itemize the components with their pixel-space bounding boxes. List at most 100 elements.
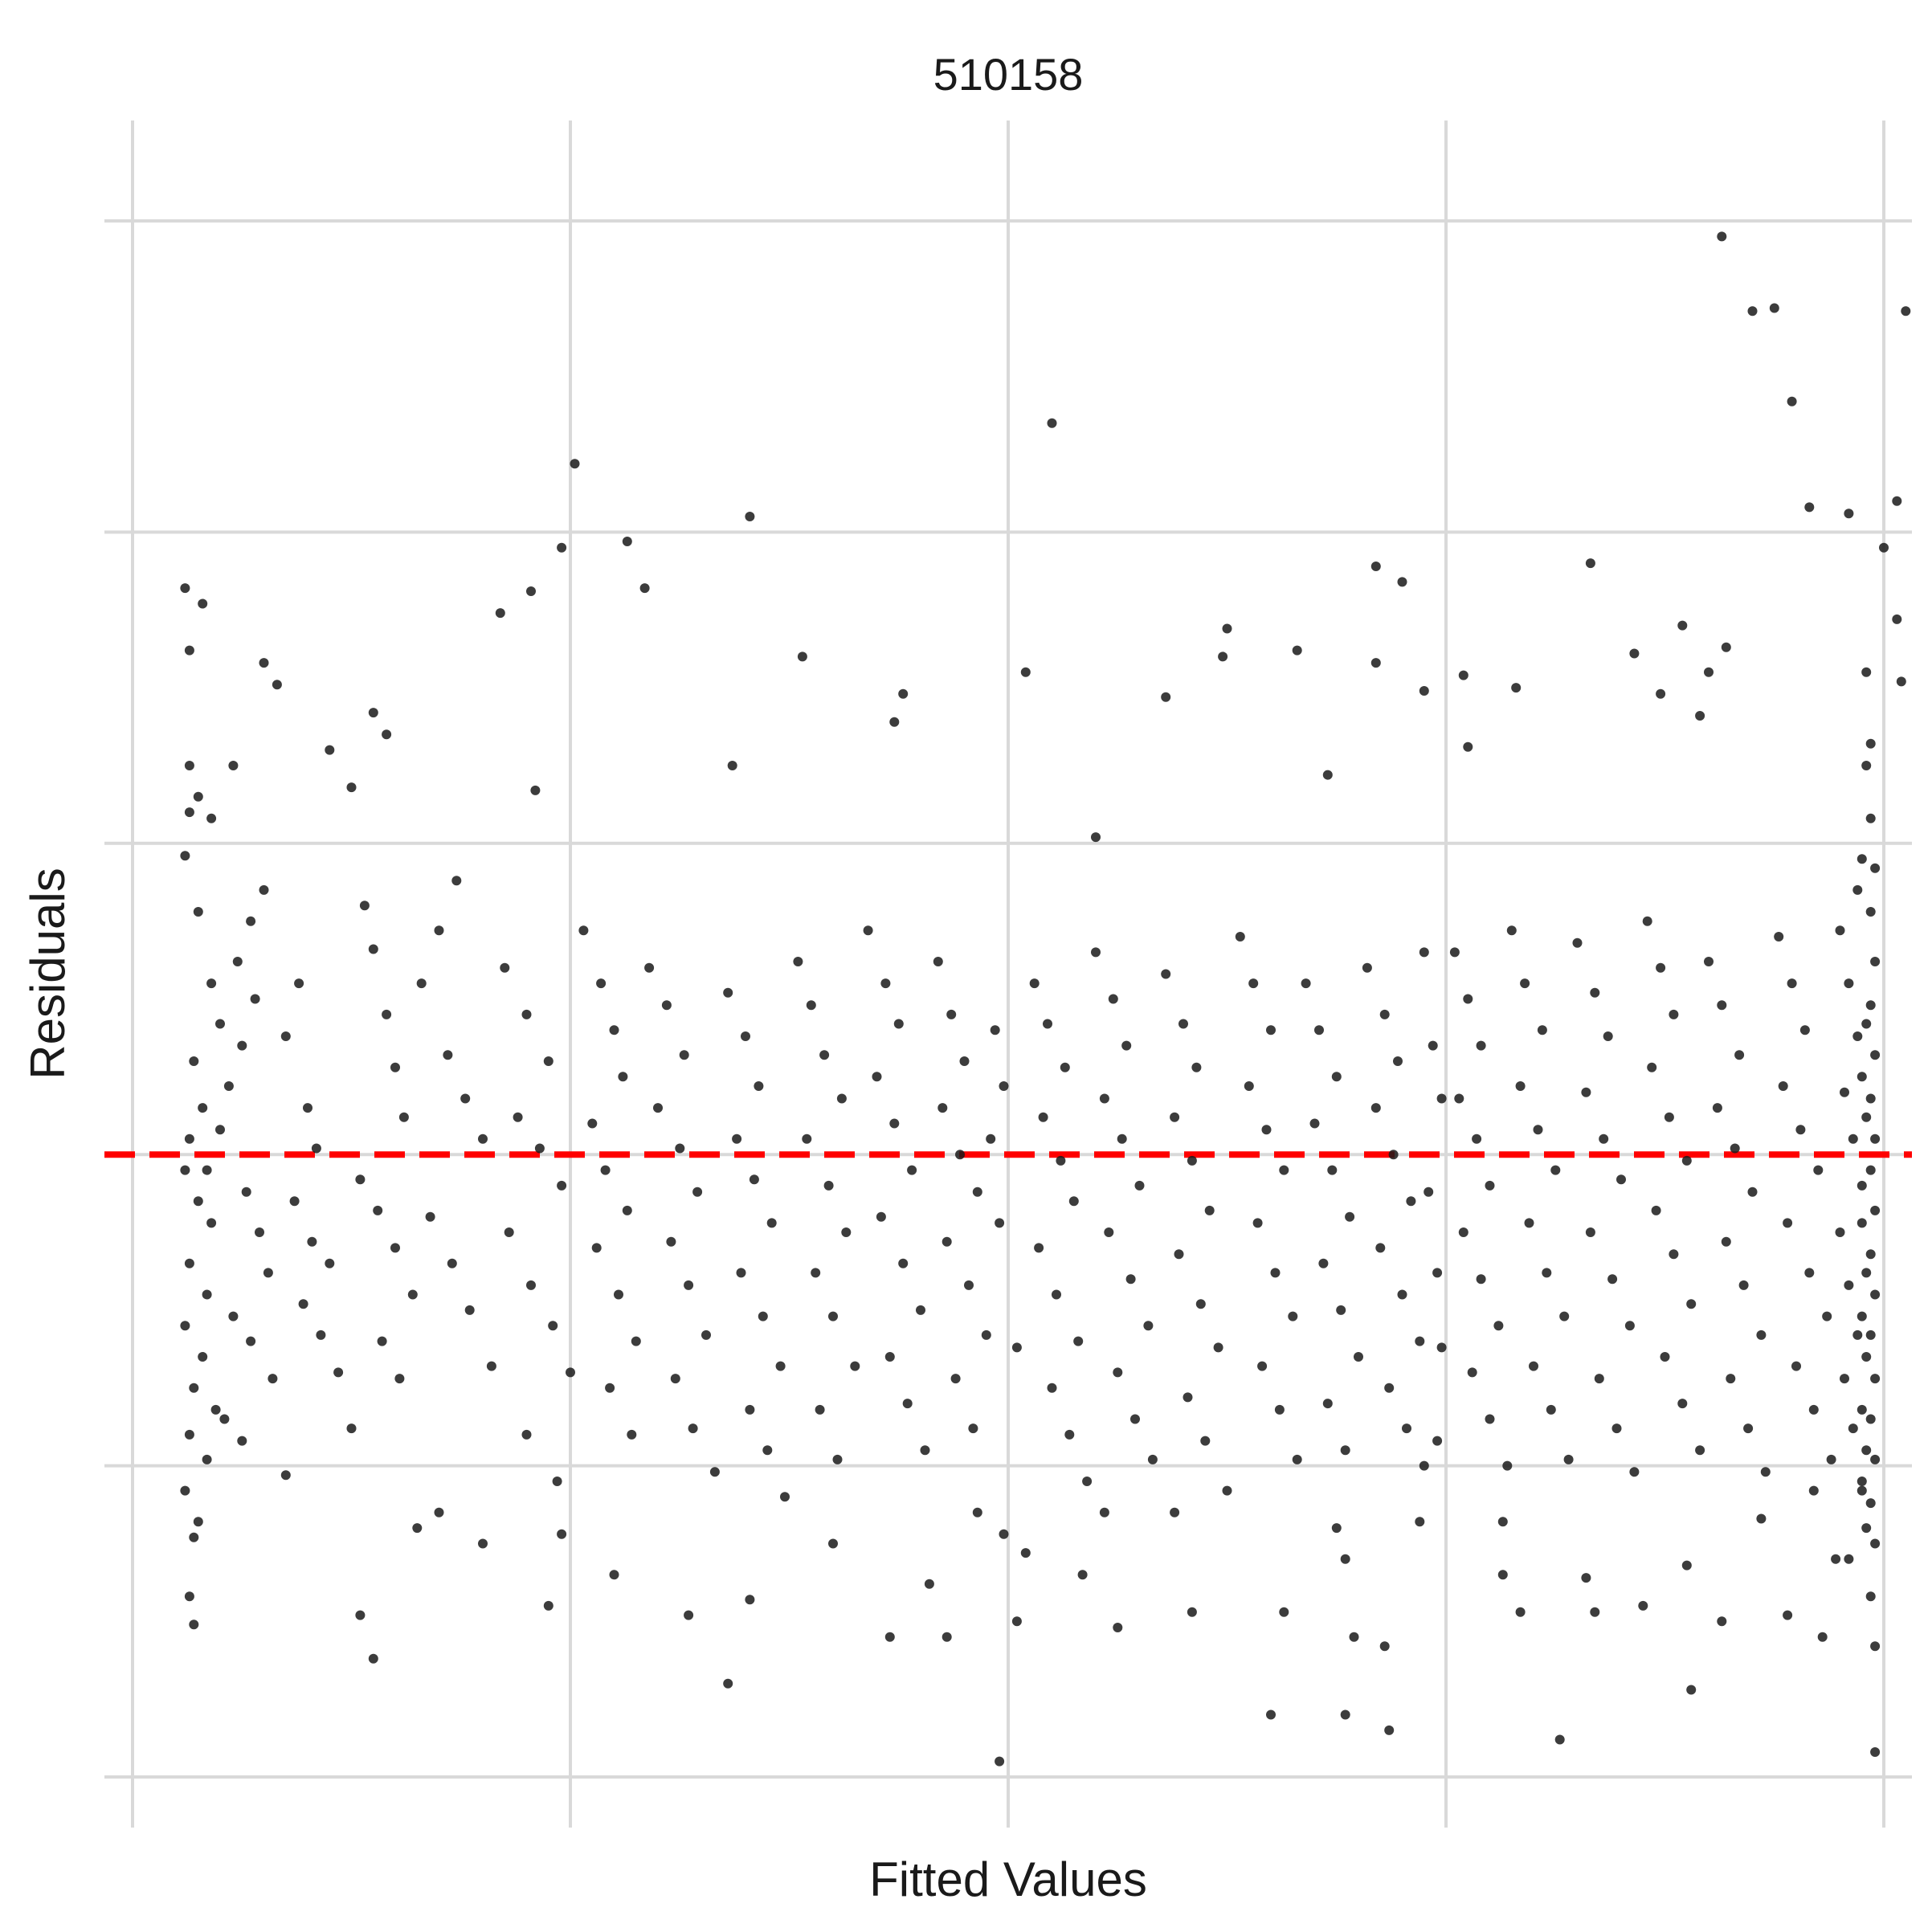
data-point-372 [1629, 1467, 1640, 1477]
data-point-408 [1822, 1311, 1832, 1321]
data-point-123 [478, 1133, 488, 1144]
data-point-449 [1870, 1747, 1881, 1757]
data-point-259 [1147, 1454, 1158, 1464]
data-point-52 [1901, 306, 1911, 317]
data-point-379 [1651, 1205, 1661, 1215]
data-point-206 [898, 1258, 909, 1268]
data-point-276 [1222, 1485, 1232, 1496]
data-point-242 [1034, 1243, 1044, 1253]
data-point-131 [521, 1009, 532, 1019]
data-point-332 [1463, 994, 1473, 1004]
data-point-76 [189, 1532, 199, 1542]
data-point-398 [1743, 1423, 1754, 1434]
data-point-291 [1370, 658, 1381, 668]
data-point-191 [802, 1133, 812, 1144]
data-point-71 [210, 1404, 221, 1415]
data-point-61 [198, 1103, 208, 1113]
data-point-103 [316, 1330, 326, 1340]
data-point-448 [1870, 1641, 1881, 1652]
data-point-112 [355, 1174, 366, 1185]
data-point-287 [1274, 1404, 1285, 1415]
data-point-213 [942, 1632, 952, 1642]
data-point-72 [184, 1429, 194, 1440]
data-point-105 [346, 1423, 357, 1434]
data-point-44 [1769, 303, 1779, 313]
data-point-178 [758, 1311, 768, 1321]
data-point-362 [1590, 987, 1600, 998]
data-point-253 [1134, 1180, 1145, 1191]
data-point-318 [1340, 1554, 1350, 1564]
data-point-45 [1787, 396, 1797, 406]
data-point-63 [180, 1165, 190, 1175]
data-point-155 [614, 1289, 623, 1300]
data-point-370 [1594, 1374, 1604, 1384]
data-point-65 [206, 1218, 217, 1228]
data-point-189 [819, 1050, 830, 1060]
data-point-278 [1248, 978, 1259, 989]
data-point-4 [184, 761, 194, 770]
data-point-24 [889, 717, 900, 727]
data-point-455 [1857, 1072, 1867, 1082]
data-point-188 [806, 1000, 816, 1011]
data-point-43 [1747, 306, 1758, 317]
data-point-240 [1056, 1155, 1066, 1166]
data-point-421 [1857, 1180, 1867, 1191]
data-point-453 [1852, 884, 1863, 895]
data-point-407 [1804, 1268, 1815, 1278]
data-point-268 [1170, 1112, 1180, 1122]
data-point-163 [675, 1143, 685, 1154]
data-point-365 [1599, 1133, 1609, 1144]
data-point-124 [425, 1211, 435, 1222]
data-point-341 [1485, 1414, 1495, 1424]
data-point-344 [1520, 978, 1530, 989]
data-point-270 [1204, 1205, 1215, 1215]
data-point-288 [1292, 1454, 1302, 1464]
data-point-28 [1091, 832, 1101, 843]
data-point-381 [1686, 1299, 1697, 1309]
data-point-26 [1020, 667, 1031, 677]
data-point-223 [964, 1280, 974, 1290]
data-point-69 [198, 1352, 208, 1362]
data-point-217 [946, 1009, 957, 1019]
data-point-452 [1857, 854, 1867, 864]
data-point-207 [916, 1305, 925, 1315]
data-point-221 [972, 1187, 982, 1197]
data-point-339 [1493, 1321, 1504, 1331]
data-point-137 [526, 1280, 536, 1290]
data-point-342 [1502, 1460, 1513, 1471]
data-point-262 [1113, 1623, 1123, 1632]
data-point-182 [780, 1492, 790, 1502]
data-point-245 [1047, 1383, 1057, 1393]
data-point-412 [1717, 1616, 1727, 1627]
data-point-256 [1143, 1321, 1154, 1331]
data-point-247 [1082, 1477, 1093, 1486]
data-point-108 [368, 944, 378, 954]
data-point-16 [557, 542, 567, 553]
data-point-18 [570, 459, 580, 469]
data-point-106 [280, 1470, 291, 1481]
data-point-47 [1844, 509, 1854, 519]
data-point-345 [1537, 1025, 1547, 1035]
data-point-120 [451, 876, 462, 886]
data-point-445 [1865, 1498, 1876, 1509]
data-point-196 [850, 1361, 860, 1371]
data-point-350 [1542, 1268, 1552, 1278]
data-point-161 [679, 1050, 689, 1060]
data-point-5 [193, 791, 203, 802]
data-point-153 [622, 1205, 632, 1215]
data-point-303 [1322, 1399, 1333, 1409]
data-point-22 [797, 651, 807, 662]
data-point-68 [180, 1321, 190, 1331]
data-point-254 [1104, 1227, 1114, 1237]
data-point-235 [1020, 1548, 1031, 1558]
data-point-295 [1314, 1025, 1324, 1035]
data-point-447 [1865, 1591, 1876, 1602]
data-point-326 [1432, 1268, 1443, 1278]
data-point-322 [1384, 1725, 1395, 1735]
data-point-377 [1664, 1112, 1674, 1122]
data-point-309 [1388, 1150, 1399, 1160]
data-point-152 [600, 1165, 611, 1175]
data-point-46 [1804, 502, 1815, 513]
data-point-402 [1799, 1025, 1810, 1035]
data-point-193 [841, 1227, 852, 1237]
